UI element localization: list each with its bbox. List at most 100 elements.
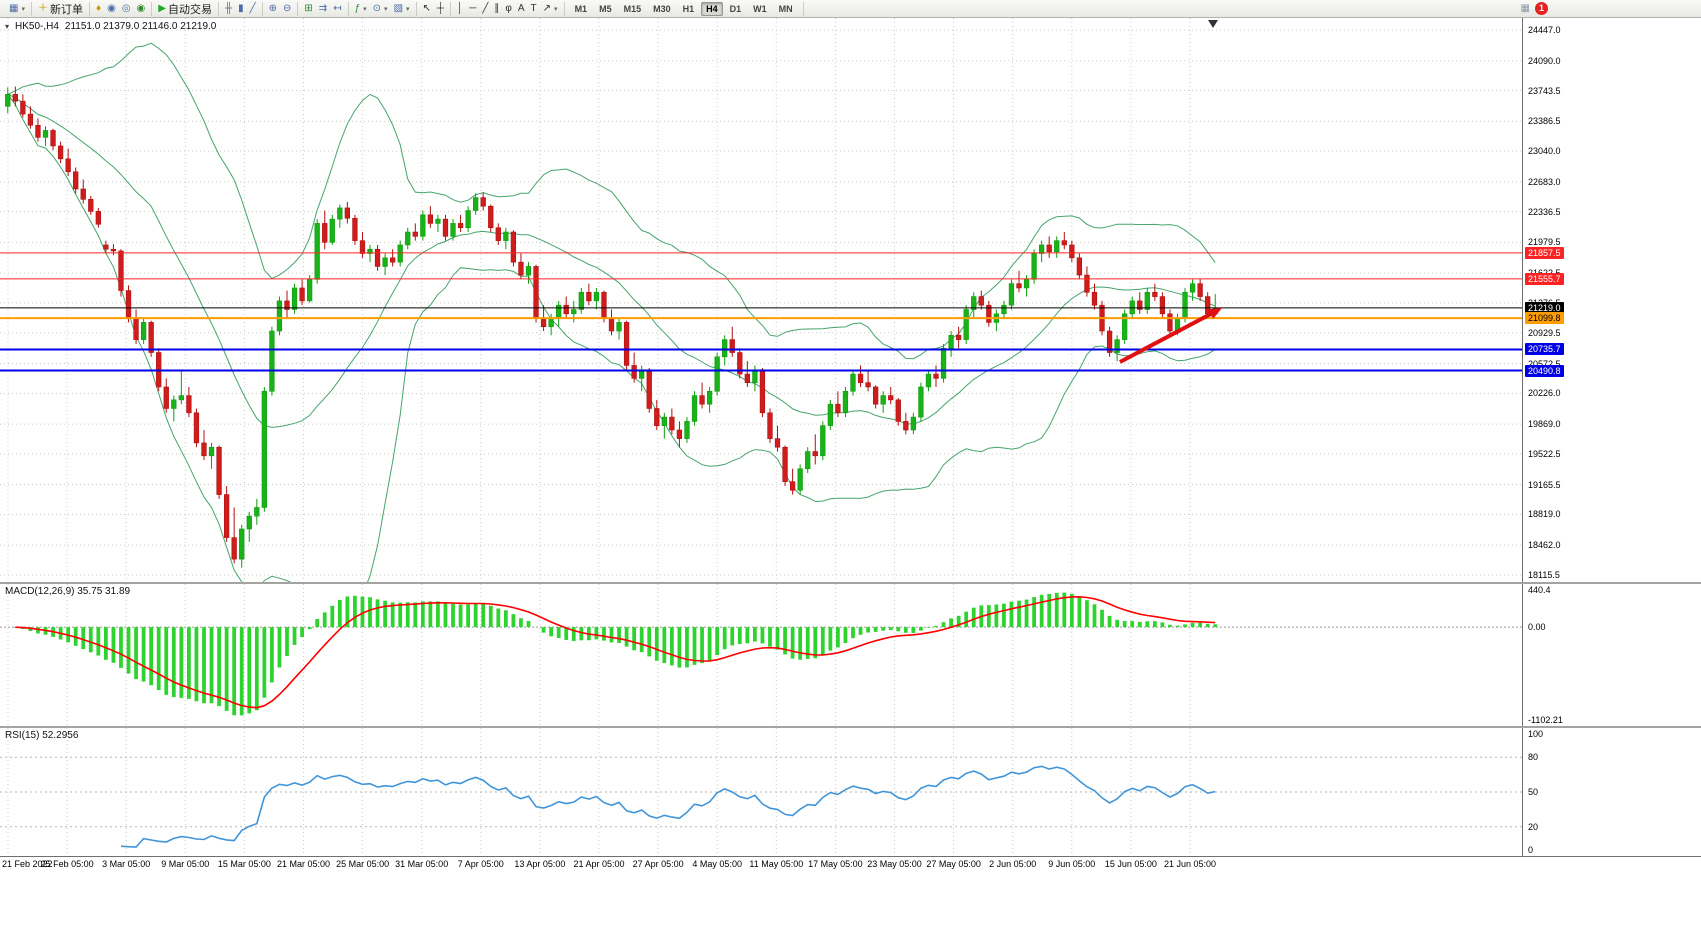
candlestick-chart-icon[interactable]: ▮: [236, 1, 246, 17]
price-level-badge: 21555.7: [1525, 272, 1564, 285]
price-axis-label: 22336.5: [1528, 206, 1561, 217]
chart-window-icon[interactable]: ▦ ▾: [7, 1, 27, 17]
timeframe-button-d1[interactable]: D1: [729, 3, 742, 14]
timeframe-button-m1[interactable]: M1: [574, 3, 588, 14]
candle-body: [631, 365, 637, 379]
macd-panel-canvas[interactable]: [0, 584, 1522, 726]
zoom-in-icon[interactable]: ⊕: [267, 1, 279, 17]
chart-symbol-label: ▾ HK50-,H4 21151.0 21379.0 21146.0 21219…: [5, 21, 216, 32]
candle-body: [390, 257, 396, 263]
text-label-icon[interactable]: T: [529, 1, 539, 17]
timeframe-button-w1[interactable]: W1: [753, 3, 767, 14]
time-axis-label: 31 Mar 05:00: [395, 859, 449, 869]
toolbar-right-group: ▦ 1: [1521, 2, 1698, 16]
dropdown-caret-icon: ▾: [21, 5, 25, 13]
auto-scroll-icon[interactable]: ⇉: [317, 1, 329, 17]
candle-body: [571, 309, 577, 315]
auto-trading-button[interactable]: ▶ 自动交易: [156, 1, 214, 17]
candle-body: [329, 218, 335, 243]
candle-body: [261, 390, 267, 508]
text-icon[interactable]: A: [516, 1, 527, 17]
candle-body: [374, 248, 381, 267]
candle-body: [42, 130, 49, 138]
price-axis-label: 20572.5: [1528, 358, 1561, 369]
zoom-in-icon: ⊕: [268, 2, 278, 14]
main-chart-canvas[interactable]: [0, 18, 1522, 582]
templates-icon[interactable]: ▧ ▾: [392, 1, 412, 17]
trend-arrow-annotation[interactable]: [1119, 308, 1222, 364]
timeframe-button-m5[interactable]: M5: [599, 3, 612, 14]
candle-body: [95, 211, 101, 225]
chart-shift-icon[interactable]: ↤: [331, 1, 343, 17]
candle-body: [20, 100, 26, 115]
tile-windows-icon[interactable]: ⊞: [302, 1, 314, 17]
panel-separator[interactable]: [0, 726, 1701, 728]
equidistant-channel-icon[interactable]: ∥: [492, 1, 501, 17]
candle-body: [397, 244, 403, 263]
price-axis-label: 24447.0: [1528, 25, 1561, 35]
candle-body: [525, 266, 532, 276]
candle-body: [940, 347, 947, 379]
time-axis-label: 25 Feb 05:00: [40, 859, 94, 869]
candle-body: [50, 130, 56, 147]
arrows-icon[interactable]: ↗ ▾: [541, 1, 560, 17]
fibonacci-icon[interactable]: φ: [503, 1, 513, 17]
candle-body: [556, 304, 562, 319]
history-center-icon: ◉: [107, 2, 116, 14]
candle-body: [1144, 291, 1150, 310]
timeframe-button-h4[interactable]: H4: [701, 1, 723, 16]
candle-body: [171, 399, 177, 409]
new-order-button[interactable]: ＋新订单: [36, 1, 85, 17]
trade-tools-icon[interactable]: ♦: [94, 1, 103, 17]
bid-price-badge: 21219.0: [1525, 301, 1564, 314]
price-axis[interactable]: 24447.0 24090.0 23743.5 23386.5 23040.0 22683…: [1522, 18, 1701, 873]
indicators-icon: ƒ: [354, 2, 361, 14]
ohlc-values: 21151.0 21379.0 21146.0 21219.0: [64, 21, 217, 32]
candle-body: [178, 395, 184, 401]
notification-badge[interactable]: 1: [1535, 2, 1548, 15]
candle-body: [1046, 244, 1052, 253]
indicators-icon[interactable]: ƒ ▾: [353, 1, 369, 17]
time-axis[interactable]: 21 Feb 2022 25 Feb 05:00 3 Mar 05:00 9 Mar …: [0, 856, 1701, 873]
global-news-icon[interactable]: ◎: [120, 1, 133, 17]
trendline-icon[interactable]: ╱: [480, 1, 490, 17]
time-axis-label: 21 Feb 2022: [2, 859, 53, 869]
candle-body: [457, 223, 464, 229]
vertical-line-icon[interactable]: │: [455, 1, 465, 17]
timeframe-button-m30[interactable]: M30: [653, 3, 671, 14]
symbol-dropdown-caret-icon[interactable]: ▾: [5, 22, 10, 31]
crosshair-icon[interactable]: ┼: [435, 1, 446, 17]
price-axis-label: 24090.0: [1528, 55, 1561, 66]
history-center-icon[interactable]: ◉: [105, 1, 118, 17]
timeframe-button-mn[interactable]: MN: [778, 3, 793, 14]
horizontal-line-icon[interactable]: ─: [467, 1, 478, 17]
candle-body: [269, 330, 275, 392]
candle-body: [812, 451, 818, 457]
candle-body: [57, 145, 64, 160]
bollinger-lower-band: [7, 94, 1216, 582]
toolbar-group: ↖ ┼: [417, 1, 452, 17]
macd-axis-label: 440.4: [1528, 585, 1551, 595]
candle-body: [5, 93, 11, 107]
rsi-panel-canvas[interactable]: [0, 728, 1522, 856]
bar-chart-icon[interactable]: ╫: [223, 1, 234, 17]
candle-body: [563, 304, 569, 315]
zoom-out-icon[interactable]: ⊖: [281, 1, 293, 17]
dropdown-caret-icon: ▾: [363, 5, 367, 13]
candle-body: [125, 290, 132, 319]
candle-body: [35, 124, 41, 138]
cursor-icon[interactable]: ↖: [421, 1, 433, 17]
community-icon[interactable]: ◉: [135, 1, 148, 17]
chart-shift-marker[interactable]: [1208, 20, 1218, 28]
timeframe-button-h1[interactable]: H1: [682, 3, 695, 14]
panel-separator[interactable]: [0, 582, 1701, 584]
line-chart-icon[interactable]: ╱: [248, 1, 258, 17]
candle-body: [510, 231, 517, 263]
layout-icon[interactable]: ▦: [1520, 2, 1530, 14]
timeframe-button-m15[interactable]: M15: [623, 3, 642, 14]
toolbar-group: ⊕ ⊖: [263, 1, 299, 17]
toolbar: ▦ ▾ ＋新订单 ♦ ◉ ◎ ◉ ▶ 自动交易 ╫ ▮ ╱ ⊕ ⊖ ⊞ ⇉ ↤ ƒ ▾ ⊙ ▾ ▧ ▾ ↖ ┼ │ ─ ╱ ∥ φ A T ↗ ▾…: [0, 0, 1701, 18]
candle-body: [1069, 244, 1075, 259]
periods-icon[interactable]: ⊙ ▾: [371, 1, 390, 17]
price-axis-label: 18819.0: [1528, 509, 1561, 520]
